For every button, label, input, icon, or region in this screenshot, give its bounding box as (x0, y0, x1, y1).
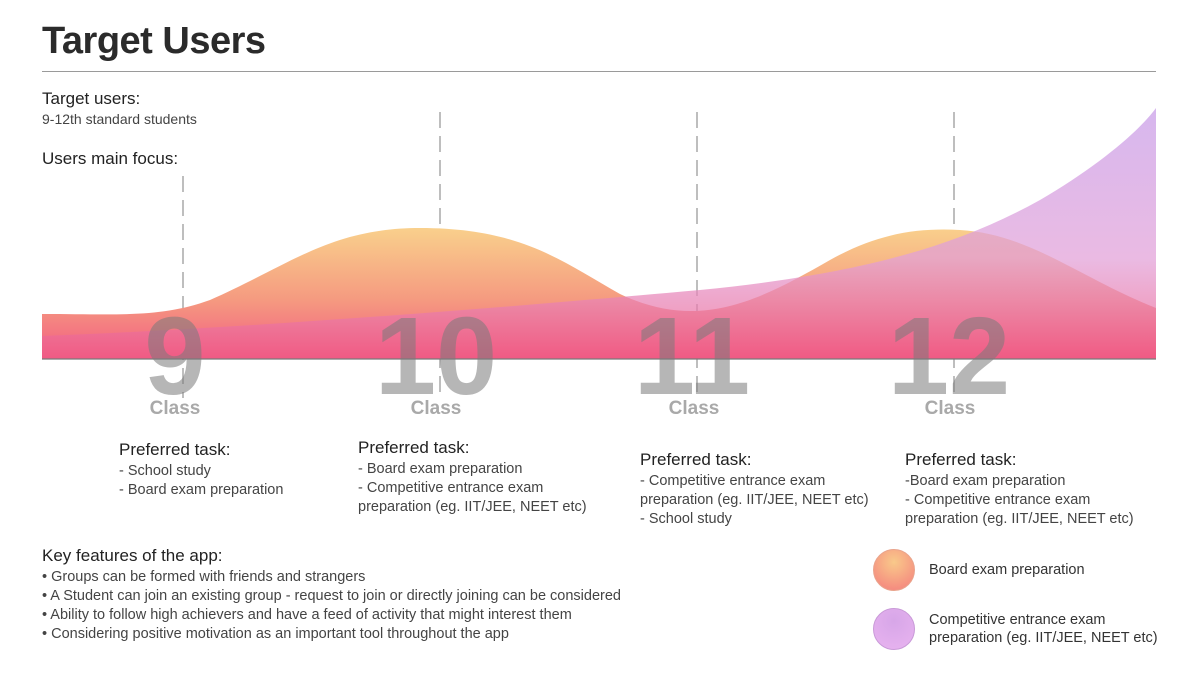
class-12-label: Class (925, 398, 976, 419)
task-item: - School study (640, 511, 732, 527)
class-11-label: Class (669, 398, 720, 419)
task-item: -Board exam preparation (905, 473, 1066, 489)
target-users-label: Target users: (42, 89, 141, 108)
class-9-number: 9 (144, 295, 205, 418)
task-heading: Preferred task: (640, 450, 752, 469)
task-heading: Preferred task: (905, 450, 1017, 469)
class-12-number: 12 (888, 295, 1010, 418)
board-exam-swatch (873, 549, 915, 591)
features-heading: Key features of the app: (42, 546, 223, 565)
feature-item: • Ability to follow high achievers and h… (42, 607, 572, 623)
feature-item: • A Student can join an existing group -… (42, 588, 621, 604)
task-heading: Preferred task: (119, 440, 231, 459)
class-10-label: Class (411, 398, 462, 419)
task-heading: Preferred task: (358, 438, 470, 457)
task-item: preparation (eg. IIT/JEE, NEET etc) (640, 492, 869, 508)
task-class-11: Preferred task: - Competitive entrance e… (640, 450, 900, 529)
task-item: - School study (119, 463, 211, 479)
task-class-9: Preferred task: - School study - Board e… (119, 440, 379, 500)
task-item: - Competitive entrance exam (358, 480, 544, 496)
competitive-exam-swatch (873, 608, 915, 650)
main-focus-label: Users main focus: (42, 149, 179, 168)
feature-item: • Groups can be formed with friends and … (42, 569, 366, 585)
legend-competitive-label: Competitive entrance exam preparation (e… (929, 612, 1158, 646)
task-item: - Competitive entrance exam (640, 473, 826, 489)
task-class-12: Preferred task: -Board exam preparation … (905, 450, 1165, 529)
task-item: - Competitive entrance exam (905, 492, 1091, 508)
task-class-10: Preferred task: - Board exam preparation… (358, 438, 618, 517)
class-9-label: Class (150, 398, 201, 419)
class-10-number: 10 (375, 295, 497, 418)
page-title: Target Users (42, 20, 266, 62)
legend-board-label: Board exam preparation (929, 562, 1085, 578)
legend-board-exam: Board exam preparation (873, 549, 1085, 591)
legend-competitive-exam: Competitive entrance exam preparation (e… (873, 608, 1158, 650)
key-features: Key features of the app: • Groups can be… (42, 546, 621, 644)
task-item: preparation (eg. IIT/JEE, NEET etc) (358, 499, 587, 515)
target-users-value: 9-12th standard students (42, 111, 197, 127)
title-divider (42, 71, 1156, 72)
feature-item: • Considering positive motivation as an … (42, 626, 509, 642)
task-item: preparation (eg. IIT/JEE, NEET etc) (905, 511, 1134, 527)
task-item: - Board exam preparation (119, 482, 284, 498)
competitive-exam-area (42, 108, 1156, 359)
task-item: - Board exam preparation (358, 461, 523, 477)
class-11-number: 11 (634, 295, 750, 418)
